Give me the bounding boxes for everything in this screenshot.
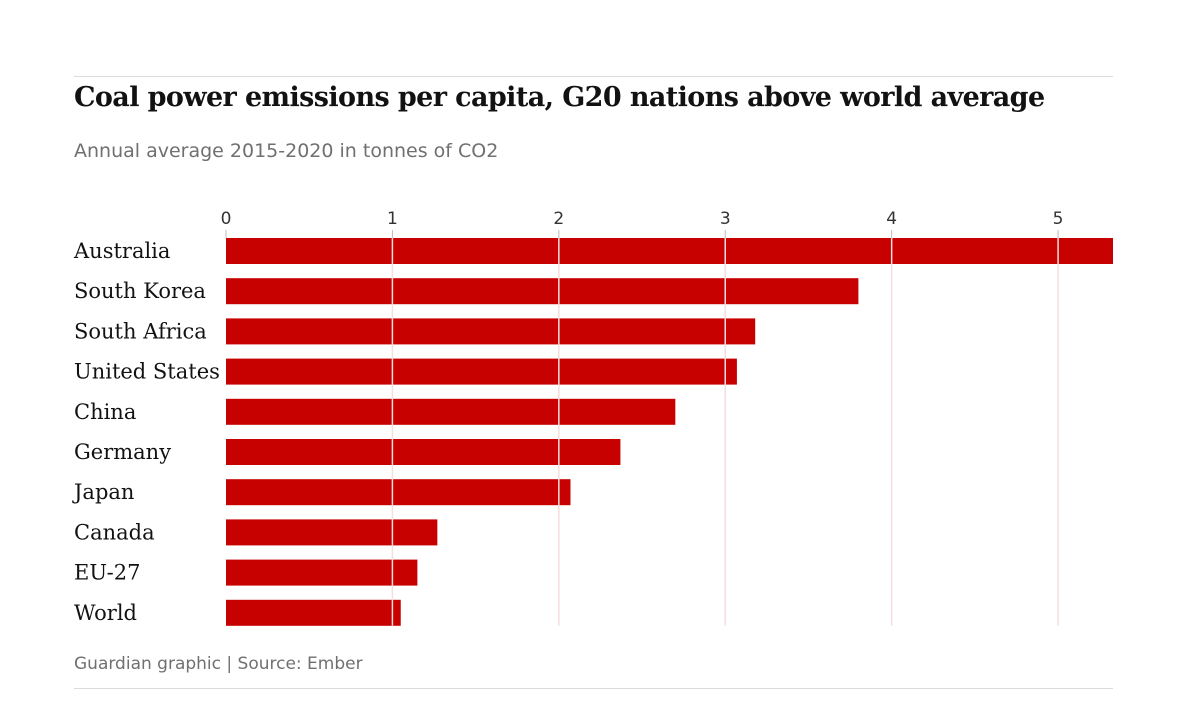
- category-label: South Africa: [74, 319, 207, 343]
- chart-source: Guardian graphic | Source: Ember: [74, 654, 363, 674]
- category-label: China: [74, 400, 136, 424]
- bar: [226, 479, 571, 506]
- category-label: Japan: [72, 480, 134, 504]
- category-label: United States: [74, 360, 220, 384]
- x-tick-label: 5: [1053, 209, 1064, 229]
- category-label: Canada: [74, 520, 155, 544]
- chart-subtitle: Annual average 2015-2020 in tonnes of CO…: [74, 140, 499, 162]
- bottom-rule: [74, 688, 1113, 689]
- top-rule: [74, 76, 1113, 77]
- category-label: South Korea: [74, 279, 206, 303]
- bar: [226, 238, 1113, 264]
- x-tick-label: 2: [553, 209, 564, 229]
- bar: [226, 278, 859, 305]
- bar: [226, 439, 621, 465]
- category-label: Germany: [74, 440, 171, 464]
- bar: [226, 358, 737, 385]
- bar: [226, 519, 438, 546]
- chart-title: Coal power emissions per capita, G20 nat…: [74, 82, 1045, 113]
- bar: [226, 398, 676, 425]
- bar: [226, 559, 418, 586]
- category-label: Australia: [73, 239, 170, 263]
- x-tick-label: 0: [221, 209, 232, 229]
- x-tick-label: 4: [886, 209, 897, 229]
- category-label: World: [74, 601, 137, 625]
- category-label: EU-27: [74, 561, 140, 585]
- x-tick-label: 1: [387, 209, 398, 229]
- bar: [226, 318, 756, 345]
- bar: [226, 599, 401, 626]
- x-tick-label: 3: [720, 209, 731, 229]
